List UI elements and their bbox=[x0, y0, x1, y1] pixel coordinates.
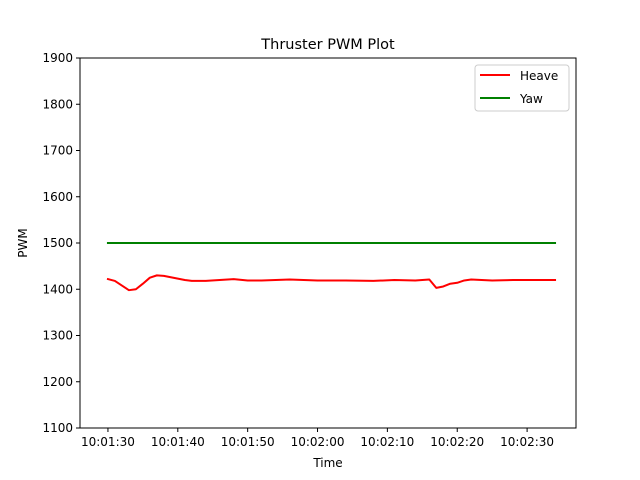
y-tick-label: 1100 bbox=[42, 421, 73, 435]
legend-box bbox=[474, 64, 570, 112]
y-tick-label: 1400 bbox=[42, 282, 73, 296]
legend-label-heave: Heave bbox=[520, 69, 558, 83]
y-axis: 1100 1200 1300 1400 1500 1600 1700 1800 1900 bbox=[42, 51, 80, 435]
y-axis-label: PWM bbox=[16, 228, 30, 257]
x-tick-label: 10:02:10 bbox=[360, 435, 414, 449]
x-tick-label: 10:01:30 bbox=[81, 435, 135, 449]
x-tick-label: 10:02:30 bbox=[500, 435, 554, 449]
series-layer bbox=[106, 242, 557, 292]
x-tick-label: 10:02:20 bbox=[430, 435, 484, 449]
legend-label-yaw: Yaw bbox=[519, 92, 543, 106]
x-tick-label: 10:01:50 bbox=[221, 435, 275, 449]
x-tick-label: 10:01:40 bbox=[151, 435, 205, 449]
x-axis: 10:01:30 10:01:40 10:01:50 10:02:00 10:02:10… bbox=[81, 428, 554, 449]
legend: Heave Yaw bbox=[474, 64, 570, 112]
y-tick-label: 1500 bbox=[42, 236, 73, 250]
chart-title: Thruster PWM Plot bbox=[260, 37, 395, 53]
y-tick-label: 1700 bbox=[42, 144, 73, 158]
plot-area bbox=[79, 57, 577, 429]
y-tick-label: 1600 bbox=[42, 190, 73, 204]
series-line-heave bbox=[106, 274, 557, 292]
x-tick-label: 10:02:00 bbox=[291, 435, 345, 449]
y-tick-label: 1900 bbox=[42, 51, 73, 65]
x-axis-label: Time bbox=[312, 456, 342, 470]
y-tick-label: 1800 bbox=[42, 97, 73, 111]
y-tick-label: 1200 bbox=[42, 375, 73, 389]
y-tick-label: 1300 bbox=[42, 329, 73, 343]
